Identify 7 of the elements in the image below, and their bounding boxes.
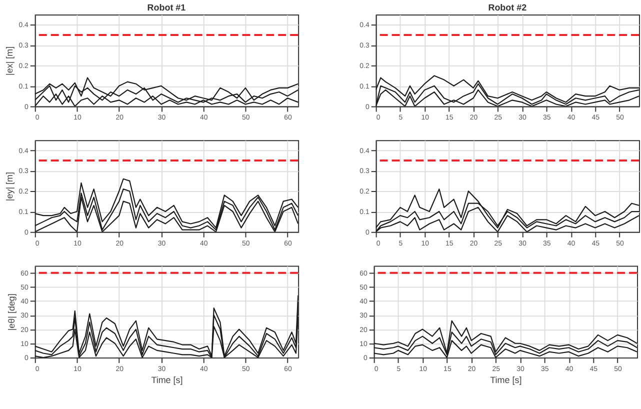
y-axis-title: |ex| [m] (4, 46, 15, 76)
x-axis-title: Time [s] (151, 374, 183, 385)
y-axis-title: |eθ| [deg] (6, 294, 17, 331)
x-axis-title: Time [s] (490, 374, 522, 385)
chart-title: Robot #1 (147, 2, 186, 13)
chart-title: Robot #2 (488, 2, 527, 13)
y-axis-title: |ey| [m] (4, 172, 15, 202)
